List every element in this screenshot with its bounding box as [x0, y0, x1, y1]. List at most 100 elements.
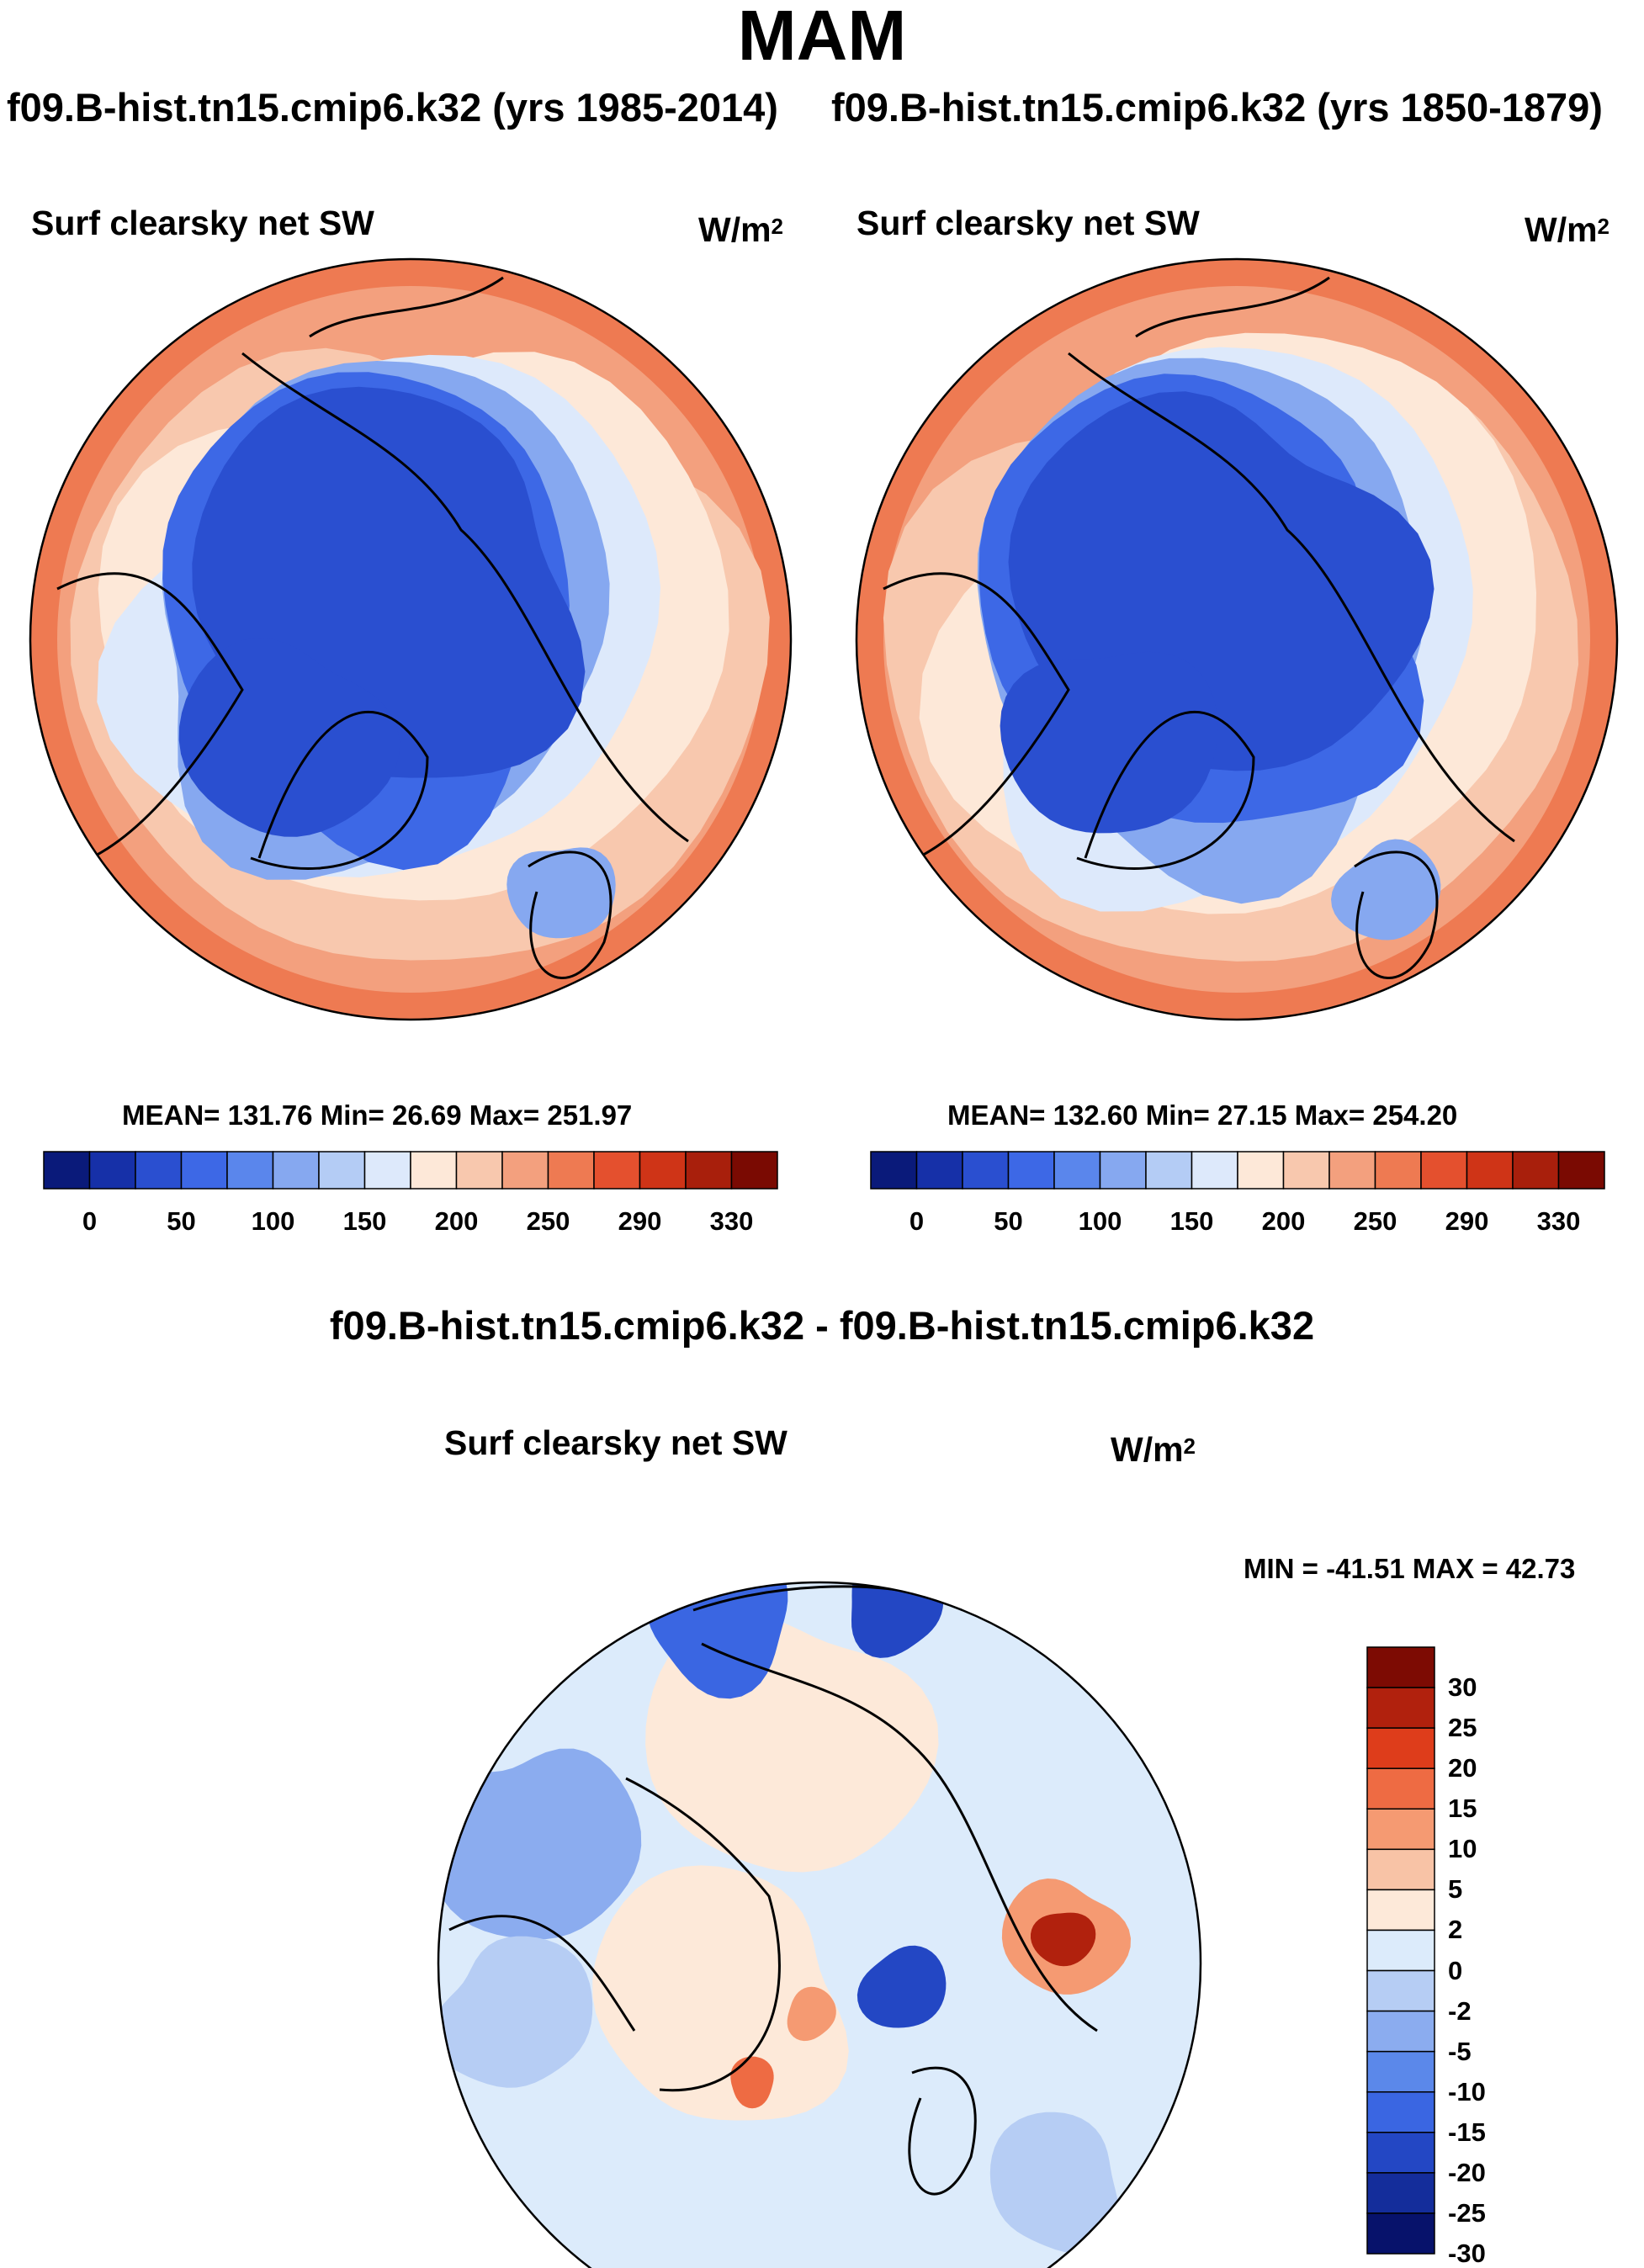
- colorbar-box: [180, 1151, 228, 1190]
- colorbar-tick-label: 5: [1448, 1874, 1463, 1905]
- colorbar-box: [962, 1151, 1010, 1190]
- colorbar-box: [88, 1151, 136, 1190]
- colorbar-box: [1366, 1687, 1435, 1729]
- colorbar-box: [1282, 1151, 1330, 1190]
- diff-pos-east-core: [1031, 1912, 1096, 1967]
- colorbar-3: [1366, 1646, 1435, 2255]
- colorbar-box: [1366, 1929, 1435, 1972]
- colorbar-box: [1007, 1151, 1055, 1190]
- colorbar-box: [1557, 1151, 1605, 1190]
- greenland-region: [1000, 651, 1218, 834]
- map-3: [438, 1582, 1201, 2268]
- colorbar-box: [1366, 1969, 1435, 2012]
- diff-neg-se: [989, 2112, 1119, 2254]
- colorbar-tick-label: -15: [1448, 2117, 1486, 2147]
- colorbar-box: [1366, 2212, 1435, 2255]
- colorbar-tick-label: 100: [1078, 1206, 1122, 1236]
- colorbar-tick-label: 330: [1536, 1206, 1581, 1236]
- colorbar-tick-label: 330: [709, 1206, 754, 1236]
- map-2: [856, 259, 1617, 1020]
- panel-2-title: Surf clearsky net SW: [856, 204, 1200, 242]
- colorbar-box: [410, 1151, 458, 1190]
- colorbar-box: [226, 1151, 274, 1190]
- colorbar-box: [1366, 1767, 1435, 1810]
- colorbar-box: [135, 1151, 183, 1190]
- colorbar-box: [455, 1151, 503, 1190]
- colorbar-tick-label: 0: [82, 1206, 98, 1236]
- colorbar-box: [1366, 1646, 1435, 1688]
- colorbar-tick-label: 0: [909, 1206, 925, 1236]
- colorbar-box: [1366, 2172, 1435, 2214]
- diff-pos-iceland: [730, 2056, 774, 2109]
- colorbar-box: [1145, 1151, 1193, 1190]
- diff-title: f09.B-hist.tn15.cmip6.k32 - f09.B-hist.t…: [329, 1303, 1315, 1348]
- scandinavia-region: [506, 847, 616, 939]
- panel-3-stats: MIN = -41.51 MAX = 42.73: [1244, 1553, 1576, 1584]
- colorbar-box: [639, 1151, 687, 1190]
- colorbar-tick-label: 30: [1448, 1672, 1477, 1703]
- colorbar-tick-label: 100: [251, 1206, 295, 1236]
- coastline: [448, 1585, 1098, 2196]
- diff-pos-strip: [787, 1986, 836, 2042]
- coastline: [56, 276, 689, 979]
- case-title-left: f09.B-hist.tn15.cmip6.k32 (yrs 1985-2014…: [7, 85, 778, 130]
- colorbar-box: [1466, 1151, 1514, 1190]
- colorbar-tick-label: 15: [1448, 1794, 1477, 1824]
- colorbar-box: [1366, 1727, 1435, 1769]
- colorbar-box: [1366, 1889, 1435, 1932]
- diff-pos-greenland: [592, 1865, 849, 2121]
- colorbar-tick-label: 20: [1448, 1753, 1477, 1783]
- colorbar-tick-label: 50: [167, 1206, 196, 1236]
- greenland-region: [178, 638, 400, 837]
- map-2-border: [855, 257, 1619, 1021]
- figure-title: MAM: [737, 0, 907, 75]
- colorbar-box: [1366, 2050, 1435, 2093]
- colorbar-box: [43, 1151, 91, 1190]
- colorbar-box: [1366, 1848, 1435, 1891]
- panel-1-units: W/m2: [698, 210, 784, 249]
- diff-neg-north-band: [646, 1582, 788, 1699]
- colorbar-box: [363, 1151, 411, 1190]
- colorbar-box: [1366, 2132, 1435, 2174]
- colorbar-box: [1053, 1151, 1101, 1190]
- colorbar-tick-label: 290: [1445, 1206, 1489, 1236]
- colorbar-box: [1366, 2090, 1435, 2133]
- colorbar-tick-label: 10: [1448, 1834, 1477, 1864]
- colorbar-box: [1099, 1151, 1147, 1190]
- colorbar-tick-label: 150: [342, 1206, 387, 1236]
- coastline: [883, 276, 1515, 979]
- colorbar-box: [1366, 2010, 1435, 2053]
- map-1-border: [29, 257, 793, 1021]
- panel-2-stats: MEAN= 132.60 Min= 27.15 Max= 254.20: [947, 1100, 1458, 1131]
- colorbar-box: [685, 1151, 733, 1190]
- colorbar-tick-label: 25: [1448, 1713, 1477, 1743]
- colorbar-tick-label: 290: [618, 1206, 662, 1236]
- colorbar-box: [318, 1151, 366, 1190]
- colorbar-tick-label: 200: [434, 1206, 479, 1236]
- colorbar-tick-label: 200: [1261, 1206, 1306, 1236]
- colorbar-tick-label: 0: [1448, 1955, 1463, 1985]
- colorbar-box: [915, 1151, 963, 1190]
- colorbar-tick-label: 250: [1353, 1206, 1397, 1236]
- colorbar-tick-label: 250: [526, 1206, 570, 1236]
- map-1: [30, 259, 791, 1020]
- colorbar-tick-label: -5: [1448, 2036, 1472, 2066]
- colorbar-1: [43, 1151, 778, 1190]
- colorbar-box: [593, 1151, 641, 1190]
- colorbar-tick-label: -20: [1448, 2157, 1486, 2187]
- panel-1-title: Surf clearsky net SW: [31, 204, 374, 242]
- colorbar-tick-label: 50: [994, 1206, 1023, 1236]
- diff-neg-west-2: [438, 1936, 593, 2088]
- panel-3-units: W/m2: [1111, 1430, 1196, 1469]
- panel-2-units: W/m2: [1525, 210, 1610, 249]
- colorbar-box: [1512, 1151, 1560, 1190]
- colorbar-box: [1420, 1151, 1468, 1190]
- colorbar-tick-label: -25: [1448, 2197, 1486, 2228]
- colorbar-box: [870, 1151, 918, 1190]
- colorbar-tick-label: 2: [1448, 1915, 1463, 1945]
- colorbar-tick-label: 150: [1169, 1206, 1214, 1236]
- panel-1-stats: MEAN= 131.76 Min= 26.69 Max= 251.97: [122, 1100, 633, 1131]
- colorbar-box: [1191, 1151, 1238, 1190]
- diff-neg-barents: [856, 1945, 947, 2028]
